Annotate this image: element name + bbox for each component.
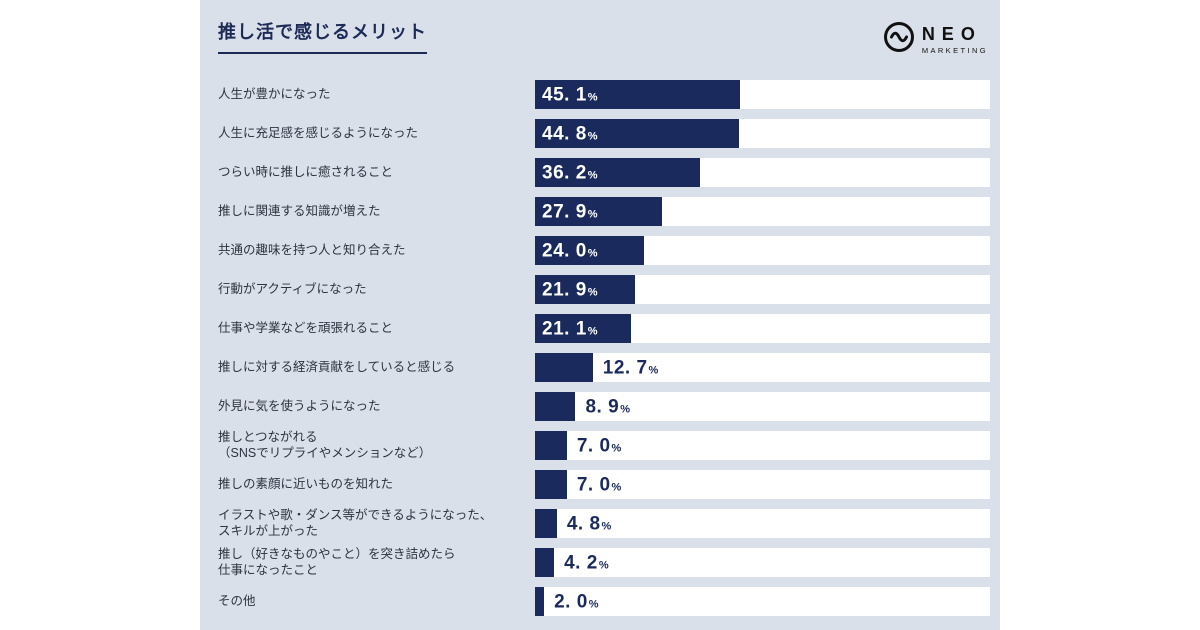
bar-value: 27. 9% [542, 201, 598, 222]
bar-track: 21. 1% [535, 314, 990, 343]
bar-value: 8. 9% [585, 396, 630, 417]
bar [535, 158, 700, 187]
bar-label: 推しに関連する知識が増えた [218, 203, 381, 218]
bar-track: 45. 1% [535, 80, 990, 109]
bar-track: 12. 7% [535, 353, 990, 382]
brand-logo-text: NEO MARKETING [922, 25, 988, 55]
bar-value: 2. 0% [554, 591, 599, 612]
bar-value: 12. 7% [602, 357, 659, 378]
bar-label: 人生が豊かになった [218, 86, 331, 101]
bar-value: 7. 0% [576, 435, 622, 456]
bar-row: 外見に気を使うようになった 8. 9% [218, 392, 990, 421]
brand-logo: NEO MARKETING [882, 20, 988, 59]
bar-track: 2. 0% [535, 587, 990, 616]
bar [535, 275, 635, 304]
bar-label: 推し（好きなものやこと）を突き詰めたら 仕事になったこと [218, 546, 456, 577]
bar-track: 4. 2% [535, 548, 990, 577]
bar-value: 36. 2% [542, 162, 598, 183]
chart-rows: 人生が豊かになった 45. 1% 人生に充足感を感じるようになった 44. 8%… [218, 80, 990, 616]
bar-track: 7. 0% [535, 431, 990, 460]
bar [535, 509, 557, 538]
bar-label: その他 [218, 593, 256, 608]
wave-circle-icon [882, 20, 916, 59]
bar-track: 21. 9% [535, 275, 990, 304]
bar-label: 共通の趣味を持つ人と知り合えた [218, 242, 406, 257]
bar-row: 人生に充足感を感じるようになった 44. 8% [218, 119, 990, 148]
bar-row: イラストや歌・ダンス等ができるようになった、 スキルが上がった 4. 8% [218, 507, 990, 538]
bar-label: 推しの素顔に近いものを知れた [218, 476, 394, 491]
bar-row: 仕事や学業などを頑張れること 21. 1% [218, 314, 990, 343]
bar-label: 人生に充足感を感じるようになった [218, 125, 419, 140]
bar-value: 44. 8% [542, 123, 598, 144]
bar-row: つらい時に推しに癒されること 36. 2% [218, 158, 990, 187]
bar-track: 24. 0% [535, 236, 990, 265]
bar-row: 行動がアクティブになった 21. 9% [218, 275, 990, 304]
bar-track: 36. 2% [535, 158, 990, 187]
bar [535, 470, 567, 499]
bar-label: つらい時に推しに癒されること [218, 164, 394, 179]
bar-row: 共通の趣味を持つ人と知り合えた 24. 0% [218, 236, 990, 265]
bar-row: 人生が豊かになった 45. 1% [218, 80, 990, 109]
bar [535, 587, 545, 616]
bar [535, 353, 593, 382]
chart-title: 推し活で感じるメリット [218, 18, 427, 54]
bar-row: 推しとつながれる （SNSでリプライやメンションなど） 7. 0% [218, 429, 990, 460]
bar [535, 548, 555, 577]
bar-value: 45. 1% [542, 84, 598, 105]
bar-row: 推しに関連する知識が増えた 27. 9% [218, 197, 990, 226]
bar-label: 推しに対する経済貢献をしていると感じる [218, 359, 456, 374]
bar-track: 27. 9% [535, 197, 990, 226]
brand-subname: MARKETING [921, 45, 988, 55]
bar-track: 8. 9% [535, 392, 990, 421]
bar [535, 392, 576, 421]
bar-label: 外見に気を使うようになった [218, 398, 381, 413]
bar-value: 7. 0% [576, 474, 622, 495]
bar-label: 仕事や学業などを頑張れること [218, 320, 394, 335]
bar [535, 80, 741, 109]
bar-row: 推し（好きなものやこと）を突き詰めたら 仕事になったこと 4. 2% [218, 546, 990, 577]
bar [535, 119, 739, 148]
bar-label: イラストや歌・ダンス等ができるようになった、 スキルが上がった [218, 507, 493, 538]
header: 推し活で感じるメリット NEO MARKETING [218, 18, 988, 59]
bar-label: 行動がアクティブになった [218, 281, 367, 296]
bar-track: 4. 8% [535, 509, 990, 538]
bar-value: 21. 1% [542, 318, 598, 339]
bar [535, 236, 645, 265]
bar-row: その他 2. 0% [218, 587, 990, 616]
bar-track: 7. 0% [535, 470, 990, 499]
bar-row: 推しに対する経済貢献をしていると感じる 12. 7% [218, 353, 990, 382]
bar-row: 推しの素顔に近いものを知れた 7. 0% [218, 470, 990, 499]
bar-track: 44. 8% [535, 119, 990, 148]
bar [535, 431, 567, 460]
bar-value: 4. 8% [566, 513, 612, 534]
bar-value: 4. 2% [564, 552, 609, 573]
bar-label: 推しとつながれる （SNSでリプライやメンションなど） [218, 429, 432, 460]
bar-value: 21. 9% [542, 279, 598, 300]
bar-value: 24. 0% [542, 240, 598, 261]
survey-chart-card: 推し活で感じるメリット NEO MARKETING 人生が豊かになった 45. … [200, 0, 1000, 630]
bar [535, 197, 662, 226]
bar [535, 314, 631, 343]
brand-name: NEO [921, 23, 982, 44]
